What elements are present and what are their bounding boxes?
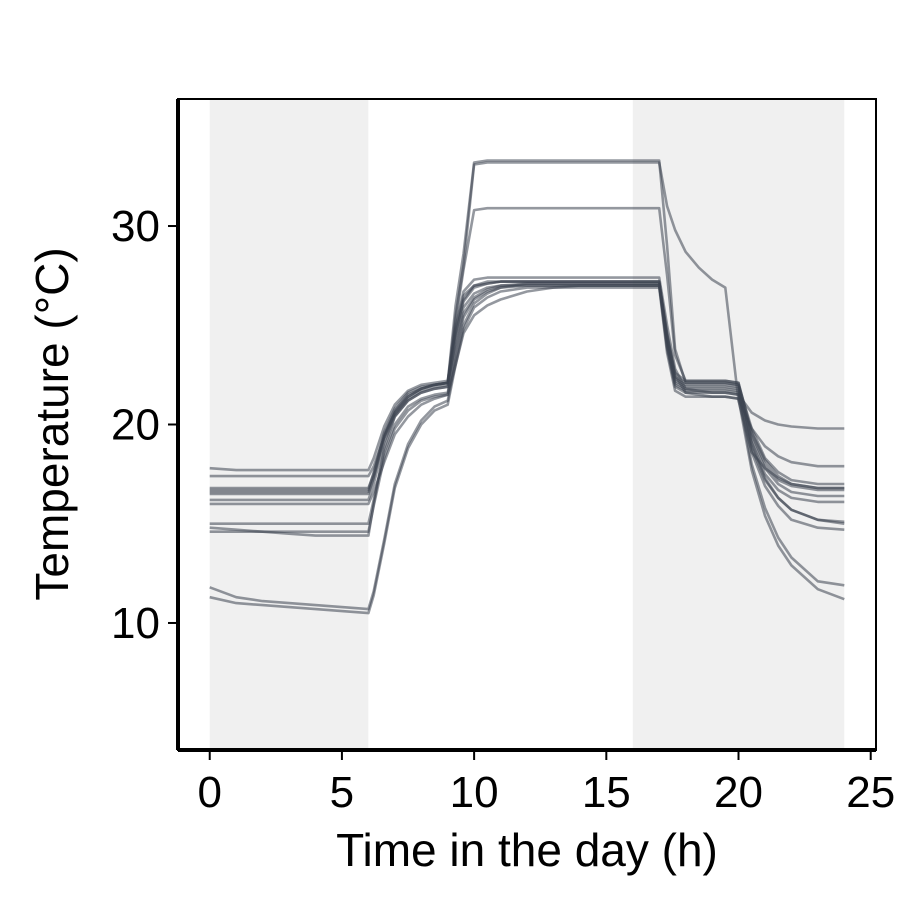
x-tick-label: 20: [714, 768, 763, 817]
x-axis-ticks: 0 5 10 15 20 25: [197, 750, 895, 817]
temperature-series-line-8: [209, 284, 845, 506]
temperature-series-group: [209, 159, 845, 615]
temperature-series-line-11: [209, 280, 845, 537]
x-tick-label: 10: [450, 768, 499, 817]
x-tick-label: 0: [197, 768, 221, 817]
y-tick-label: 20: [111, 401, 160, 450]
y-axis-ticks: 10 20 30: [111, 202, 178, 648]
shaded-period-1: [209, 99, 369, 750]
x-tick-label: 25: [846, 768, 895, 817]
y-tick-label: 10: [111, 599, 160, 648]
temperature-series-line-13: [209, 286, 845, 615]
y-tick-label: 30: [111, 202, 160, 251]
x-tick-label: 5: [330, 768, 354, 817]
x-axis-title: Time in the day (h): [336, 824, 718, 876]
x-tick-label: 15: [582, 768, 631, 817]
y-axis-title: Temperature (°C): [26, 247, 78, 600]
